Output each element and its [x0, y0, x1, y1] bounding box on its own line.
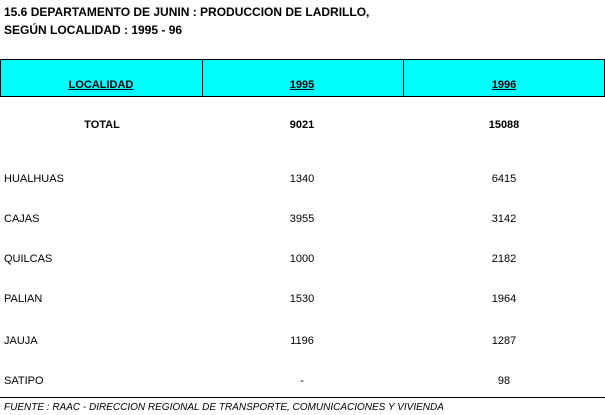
row-label: HUALHUAS	[4, 173, 64, 185]
cell-value: 98	[497, 375, 511, 387]
header-cell	[0, 59, 203, 97]
column-header: LOCALIDAD	[68, 79, 134, 91]
total-value: 15088	[488, 119, 520, 131]
row-label: CAJAS	[4, 213, 40, 225]
total-value: 9021	[289, 119, 315, 131]
cell-value: -	[300, 375, 304, 387]
cell-value: 6415	[491, 173, 517, 185]
source-note: FUENTE : RAAC - DIRECCION REGIONAL DE TR…	[4, 402, 444, 413]
title-line: 15.6 DEPARTAMENTO DE JUNIN : PRODUCCION …	[4, 5, 370, 19]
header-cell	[403, 59, 605, 97]
row-label: JAUJA	[4, 335, 38, 347]
cell-value: 1530	[289, 293, 315, 305]
header-cell	[202, 59, 404, 97]
cell-value: 3142	[491, 213, 517, 225]
cell-value: 1196	[290, 335, 314, 347]
rule	[0, 397, 605, 398]
row-label: SATIPO	[4, 375, 44, 387]
cell-value: 3955	[289, 213, 315, 225]
title-line: SEGÚN LOCALIDAD : 1995 - 96	[4, 23, 183, 37]
column-header: 1995	[289, 79, 315, 91]
column-header: 1996	[491, 79, 517, 91]
cell-value: 1964	[491, 293, 517, 305]
cell-value: 1340	[289, 173, 315, 185]
cell-value: 2182	[491, 253, 517, 265]
total-label: TOTAL	[84, 119, 120, 131]
cell-value: 1000	[289, 253, 315, 265]
cell-value: 1287	[491, 335, 517, 347]
row-label: QUILCAS	[4, 253, 53, 265]
row-label: PALIAN	[4, 293, 43, 305]
